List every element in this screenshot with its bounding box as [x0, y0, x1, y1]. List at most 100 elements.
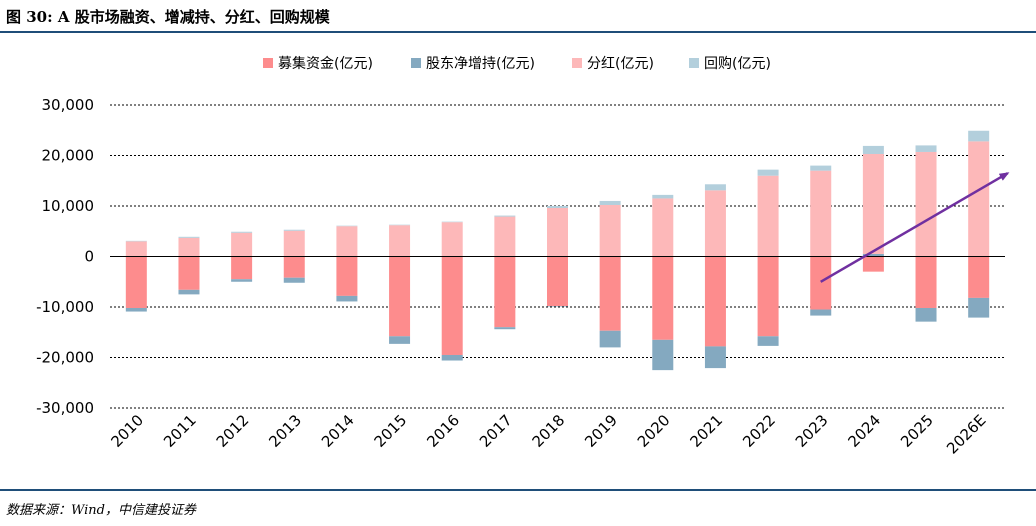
bar-dividend [862, 153, 884, 254]
footer-rule [0, 489, 1036, 491]
legend-swatch-financing [263, 58, 273, 68]
x-tick-label: 2019 [581, 411, 621, 451]
bar-dividend [178, 237, 200, 257]
bar-net_holding [599, 330, 621, 348]
bar-financing [494, 256, 516, 328]
bar-financing [599, 256, 621, 331]
trend-arrow-layer [820, 172, 1010, 283]
bar-dividend [441, 222, 463, 257]
legend-label-net_holding: 股东净增持(亿元) [426, 56, 535, 72]
bar-buyback [336, 225, 358, 227]
bar-buyback [757, 169, 779, 176]
bar-dividend [125, 241, 147, 257]
bar-buyback [441, 221, 463, 223]
bar-financing [547, 256, 568, 306]
x-tick-label: 2012 [213, 411, 253, 451]
bar-net_holding [652, 339, 674, 371]
bar-net_holding [915, 308, 937, 322]
bar-buyback [547, 206, 568, 209]
x-tick-label: 2010 [107, 411, 147, 451]
bar-financing [178, 256, 200, 290]
bar-net_holding [389, 336, 411, 344]
bar-buyback [652, 194, 674, 199]
x-tick-label: 2024 [844, 411, 884, 451]
bar-net_holding [757, 336, 779, 346]
bar-buyback [915, 145, 937, 152]
x-tick-label: 2022 [739, 411, 779, 451]
bar-buyback [862, 145, 884, 154]
bar-net_holding [231, 279, 253, 282]
legend-label-buyback: 回购(亿元) [704, 56, 771, 72]
bar-financing [968, 256, 990, 298]
bar-financing [336, 256, 358, 296]
bar-buyback [231, 231, 253, 233]
bar-dividend [757, 175, 779, 257]
x-tick-label: 2013 [265, 411, 305, 451]
y-tick-label: 20,000 [42, 147, 95, 165]
bar-dividend [336, 226, 358, 257]
source-note: 数据来源：Wind，中信建投证券 [6, 503, 196, 518]
bar-buyback [599, 200, 621, 205]
bar-financing [389, 256, 411, 337]
bar-financing [441, 256, 463, 355]
bar-net_holding [810, 309, 832, 316]
x-tick-label: 2023 [792, 411, 832, 451]
bar-financing [757, 256, 779, 337]
bar-buyback [389, 224, 411, 226]
x-tick-label: 2021 [687, 411, 727, 451]
bar-dividend [704, 190, 726, 257]
bar-net_holding [968, 297, 990, 318]
y-tick-label: 10,000 [42, 197, 95, 215]
bar-financing [283, 256, 305, 278]
bar-net_holding [283, 277, 305, 283]
y-tick-label: -20,000 [36, 349, 94, 367]
bar-dividend [283, 230, 305, 257]
bar-dividend [389, 225, 411, 257]
bar-dividend [810, 170, 832, 257]
bar-buyback [283, 229, 305, 231]
x-tick-label: 2026E [943, 411, 989, 457]
title-rule [0, 31, 1036, 33]
x-tick-label: 2014 [318, 411, 358, 451]
bar-financing [125, 256, 147, 309]
y-tick-label: 0 [84, 248, 94, 266]
bar-buyback [704, 184, 726, 191]
bar-net_holding [704, 346, 726, 369]
bar-buyback [968, 130, 990, 142]
x-tick-label: 2025 [897, 411, 937, 451]
bar-buyback [810, 165, 832, 171]
y-tick-label: 30,000 [42, 96, 95, 114]
bar-dividend [547, 208, 568, 257]
legend: 募集资金(亿元) 股东净增持(亿元) 分红(亿元) 回购(亿元) [263, 55, 771, 72]
bar-dividend [494, 216, 516, 257]
x-tick-label: 2011 [160, 411, 200, 451]
bar-net_holding [441, 354, 463, 361]
x-tick-label: 2015 [371, 411, 411, 451]
bar-financing [231, 256, 253, 280]
bar-dividend [968, 141, 990, 257]
y-tick-label: -30,000 [36, 399, 94, 417]
bar-financing [652, 256, 674, 340]
bar-financing [810, 256, 832, 310]
x-tick-label: 2020 [634, 411, 674, 451]
bar-net_holding [125, 308, 147, 312]
bar-dividend [231, 232, 253, 257]
bar-dividend [915, 151, 937, 257]
bar-buyback [494, 215, 516, 217]
bar-buyback [125, 240, 147, 242]
x-tick-label: 2016 [423, 411, 463, 451]
bar-net_holding [178, 289, 200, 295]
stacked-bar-chart: 募集资金(亿元) 股东净增持(亿元) 分红(亿元) 回购(亿元) 30,000 20,0… [36, 55, 1010, 458]
bar-net_holding [862, 253, 884, 257]
bar-financing [862, 256, 884, 272]
x-tick-label: 2018 [529, 411, 569, 451]
x-tick-label: 2017 [476, 411, 516, 451]
bar-financing [915, 256, 937, 309]
legend-swatch-buyback [689, 58, 699, 68]
gridlines [110, 104, 1005, 409]
legend-swatch-net_holding [411, 58, 421, 68]
y-tick-label: -10,000 [36, 298, 94, 316]
legend-label-financing: 募集资金(亿元) [278, 55, 373, 72]
bar-net_holding [336, 295, 358, 302]
bar-net_holding [547, 305, 568, 307]
